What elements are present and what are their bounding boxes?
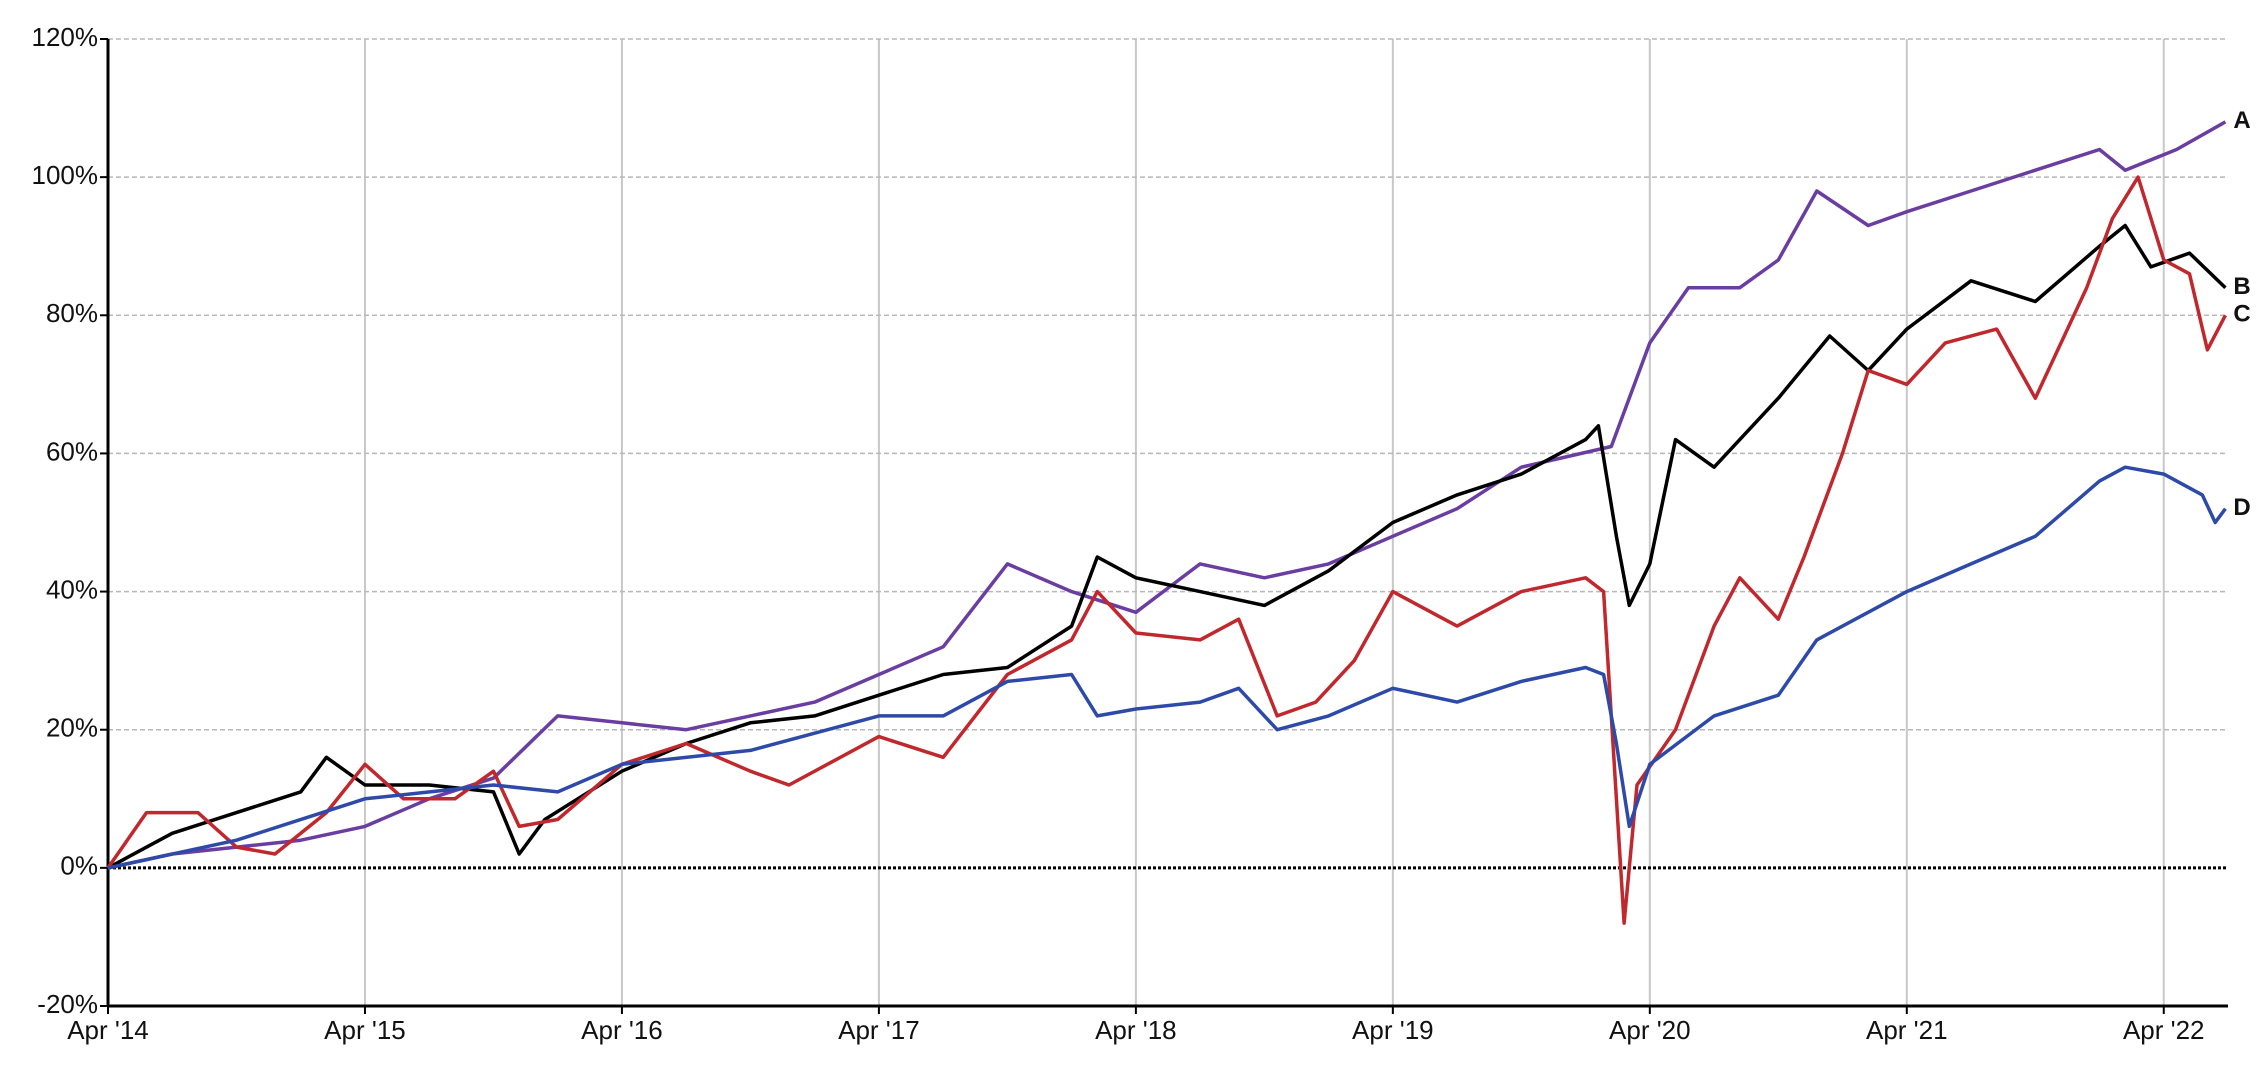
y-tick-label: 40% (46, 574, 98, 604)
x-tick-label: Apr '19 (1352, 1015, 1434, 1045)
y-tick-label: 100% (32, 160, 99, 190)
series-label: C (2233, 301, 2250, 328)
series-line (106, 175, 2227, 925)
y-tick-label: 20% (46, 713, 98, 743)
x-tick-label: Apr '14 (67, 1015, 149, 1045)
x-tick-label: Apr '18 (1095, 1015, 1177, 1045)
series-label: A (2233, 107, 2250, 134)
x-tick-label: Apr '20 (1609, 1015, 1691, 1045)
y-tick-label: -20% (37, 989, 98, 1019)
x-tick-label: Apr '21 (1866, 1015, 1948, 1045)
y-tick-label: 0% (60, 851, 98, 881)
x-tick-label: Apr '22 (2123, 1015, 2205, 1045)
series-label: B (2233, 273, 2250, 300)
x-tick-label: Apr '15 (324, 1015, 406, 1045)
series-line (107, 465, 2227, 870)
y-tick-label: 60% (46, 436, 98, 466)
y-tick-label: 80% (46, 298, 98, 328)
series-line (107, 223, 2227, 870)
x-tick-label: Apr '16 (581, 1015, 663, 1045)
series-line (107, 120, 2227, 870)
x-tick-label: Apr '17 (838, 1015, 920, 1045)
y-tick-label: 120% (32, 22, 99, 52)
series-label: D (2233, 494, 2250, 521)
